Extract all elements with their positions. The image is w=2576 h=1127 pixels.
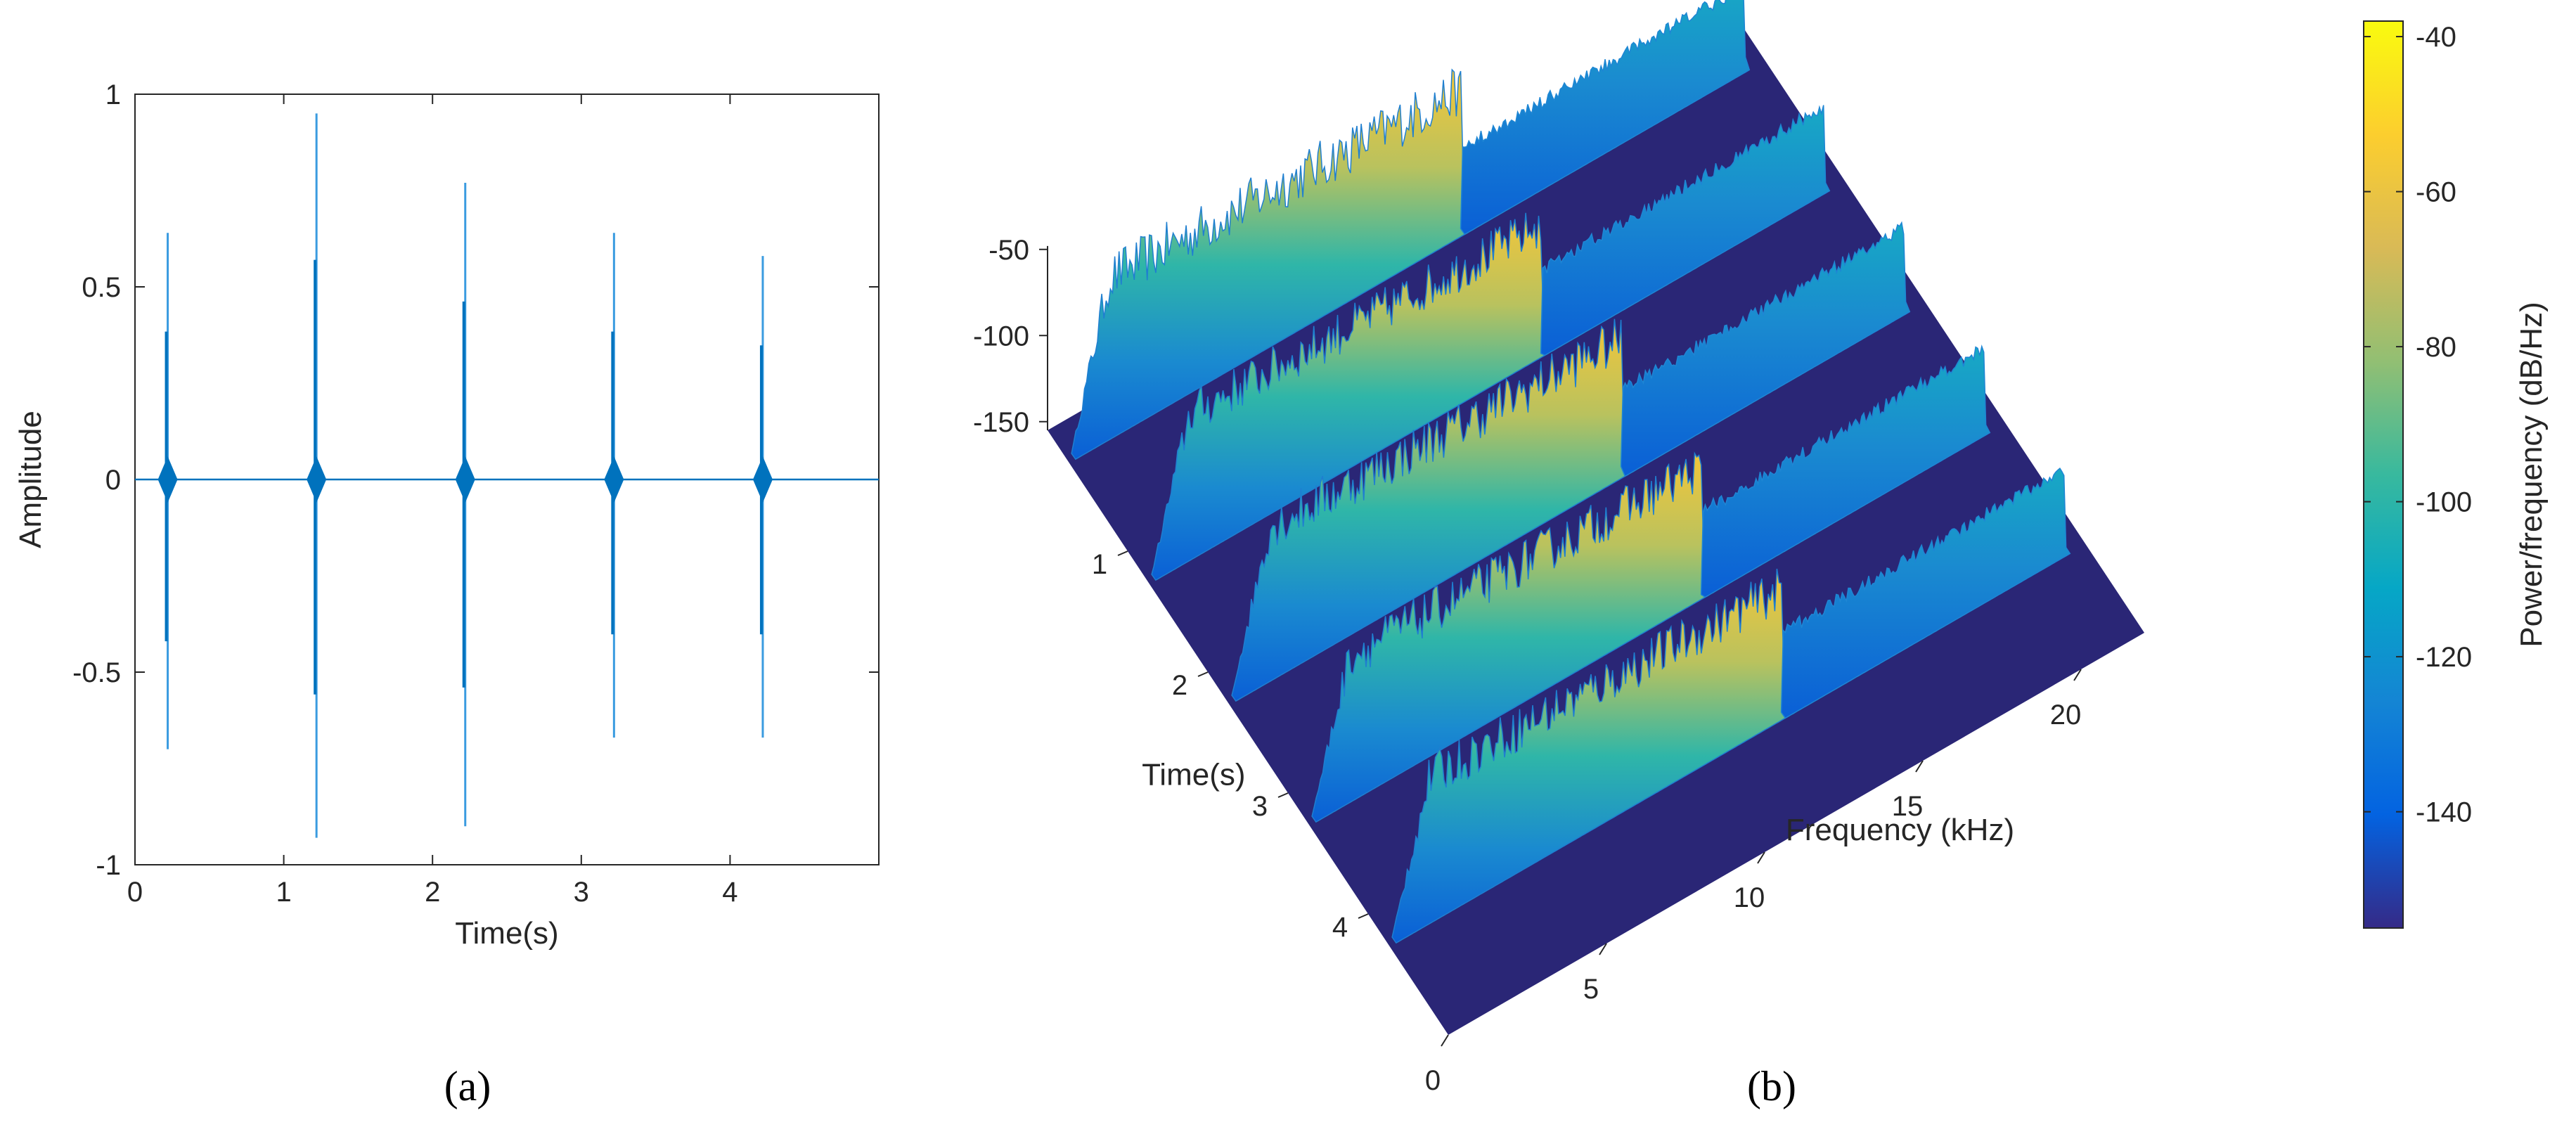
chart-a-y-tick-label: 0.5 <box>82 272 121 303</box>
colorbar-ticks: -40 -60 -80 -100 -120 -140 <box>2364 22 2472 828</box>
chart-b-z-tick-label: -150 <box>973 407 1029 438</box>
chart-a-x-tick-label: 4 <box>722 877 738 908</box>
chart-b-time-tick-label: 4 <box>1332 912 1348 943</box>
chart-b-y-axis-label: Time(s) <box>1142 757 1245 792</box>
colorbar-tick-label: -40 <box>2416 22 2456 53</box>
chart-a-y-tick-label: -0.5 <box>72 657 121 688</box>
chart-b-time-tick-label: 2 <box>1172 670 1187 701</box>
chart-a-x-tick-label: 3 <box>574 877 589 908</box>
chart-b-ridge-high-band <box>1460 0 1751 236</box>
chart-a-signal <box>135 113 879 838</box>
chart-b-z-tick-label: -50 <box>988 235 1029 266</box>
chart-b-ridge-high-band <box>1540 105 1831 356</box>
chart-a-ticks: 0 1 2 3 4 1 0.5 0 -0.5 -1 <box>72 79 879 908</box>
chart-a-x-tick-label: 1 <box>276 877 291 908</box>
chart-b-freq-tick <box>1441 1034 1449 1047</box>
chart-a-pulse-decay <box>307 456 327 503</box>
chart-b-freq-tick-label: 0 <box>1425 1065 1441 1096</box>
chart-b-time-tick <box>1117 550 1128 556</box>
chart-a-y-tick-label: -1 <box>96 850 121 881</box>
chart-a-pulse-decay <box>604 456 624 503</box>
chart-b-x-axis-label: Frequency (kHz) <box>1786 813 2014 847</box>
chart-b-time-tick <box>1277 792 1289 798</box>
chart-a-y-tick-label: 0 <box>105 465 121 496</box>
chart-b-ridges <box>1071 0 2071 944</box>
caption-b: (b) <box>1747 1063 1796 1109</box>
chart-b-time-tick <box>1197 671 1209 677</box>
chart-b-freq-tick <box>2073 669 2082 681</box>
chart-b-axes: 1 2 3 4 0 5 10 15 20 -50 -100 -150 <box>973 235 2082 1096</box>
chart-a-y-axis-label: Amplitude <box>13 411 48 548</box>
colorbar: -40 -60 -80 -100 -120 -140 Power/frequency (d… <box>2363 20 2549 929</box>
caption-a: (a) <box>444 1063 491 1109</box>
chart-b-ridge-high-band <box>1620 221 1911 477</box>
chart-b-ridge-high-band <box>1700 344 1991 598</box>
chart-a-x-tick-label: 2 <box>425 877 440 908</box>
chart-b-time-tick-label: 1 <box>1092 549 1107 580</box>
colorbar-tick-label: -120 <box>2416 642 2472 673</box>
chart-b-freq-tick <box>1599 943 1607 955</box>
colorbar-tick-label: -60 <box>2416 177 2456 208</box>
chart-a-pulse-decay <box>455 456 475 503</box>
colorbar-tick-label: -140 <box>2416 797 2472 828</box>
chart-b-ridge-high-band <box>1780 467 2071 719</box>
chart-a-y-tick-label: 1 <box>105 79 121 110</box>
chart-b-freq-tick <box>1915 760 1924 773</box>
chart-b-freq-tick-label: 10 <box>1734 882 1765 913</box>
chart-b-freq-tick-label: 15 <box>1892 791 1924 822</box>
chart-a-pulse-decay <box>752 456 773 503</box>
chart-b-time-tick-label: 3 <box>1252 791 1268 822</box>
chart-b-time-tick <box>1358 913 1369 919</box>
chart-a-x-tick-label: 0 <box>127 877 143 908</box>
chart-a-pulse-decay <box>157 456 178 503</box>
colorbar-label: Power/frequency (dB/Hz) <box>2514 302 2549 648</box>
colorbar-gradient <box>2363 20 2404 929</box>
chart-b-freq-tick-label: 20 <box>2050 700 2082 730</box>
chart-b-freq-tick <box>1757 851 1765 864</box>
chart-a-x-axis-label: Time(s) <box>455 916 558 951</box>
chart-a: 0 1 2 3 4 1 0.5 0 -0.5 -1 Time(s) Amplitude <box>13 79 880 951</box>
colorbar-tick-label: -100 <box>2416 487 2472 518</box>
chart-b-freq-tick-label: 5 <box>1583 974 1599 1005</box>
chart-b-z-tick-label: -100 <box>973 321 1029 352</box>
colorbar-tick-label: -80 <box>2416 332 2456 363</box>
